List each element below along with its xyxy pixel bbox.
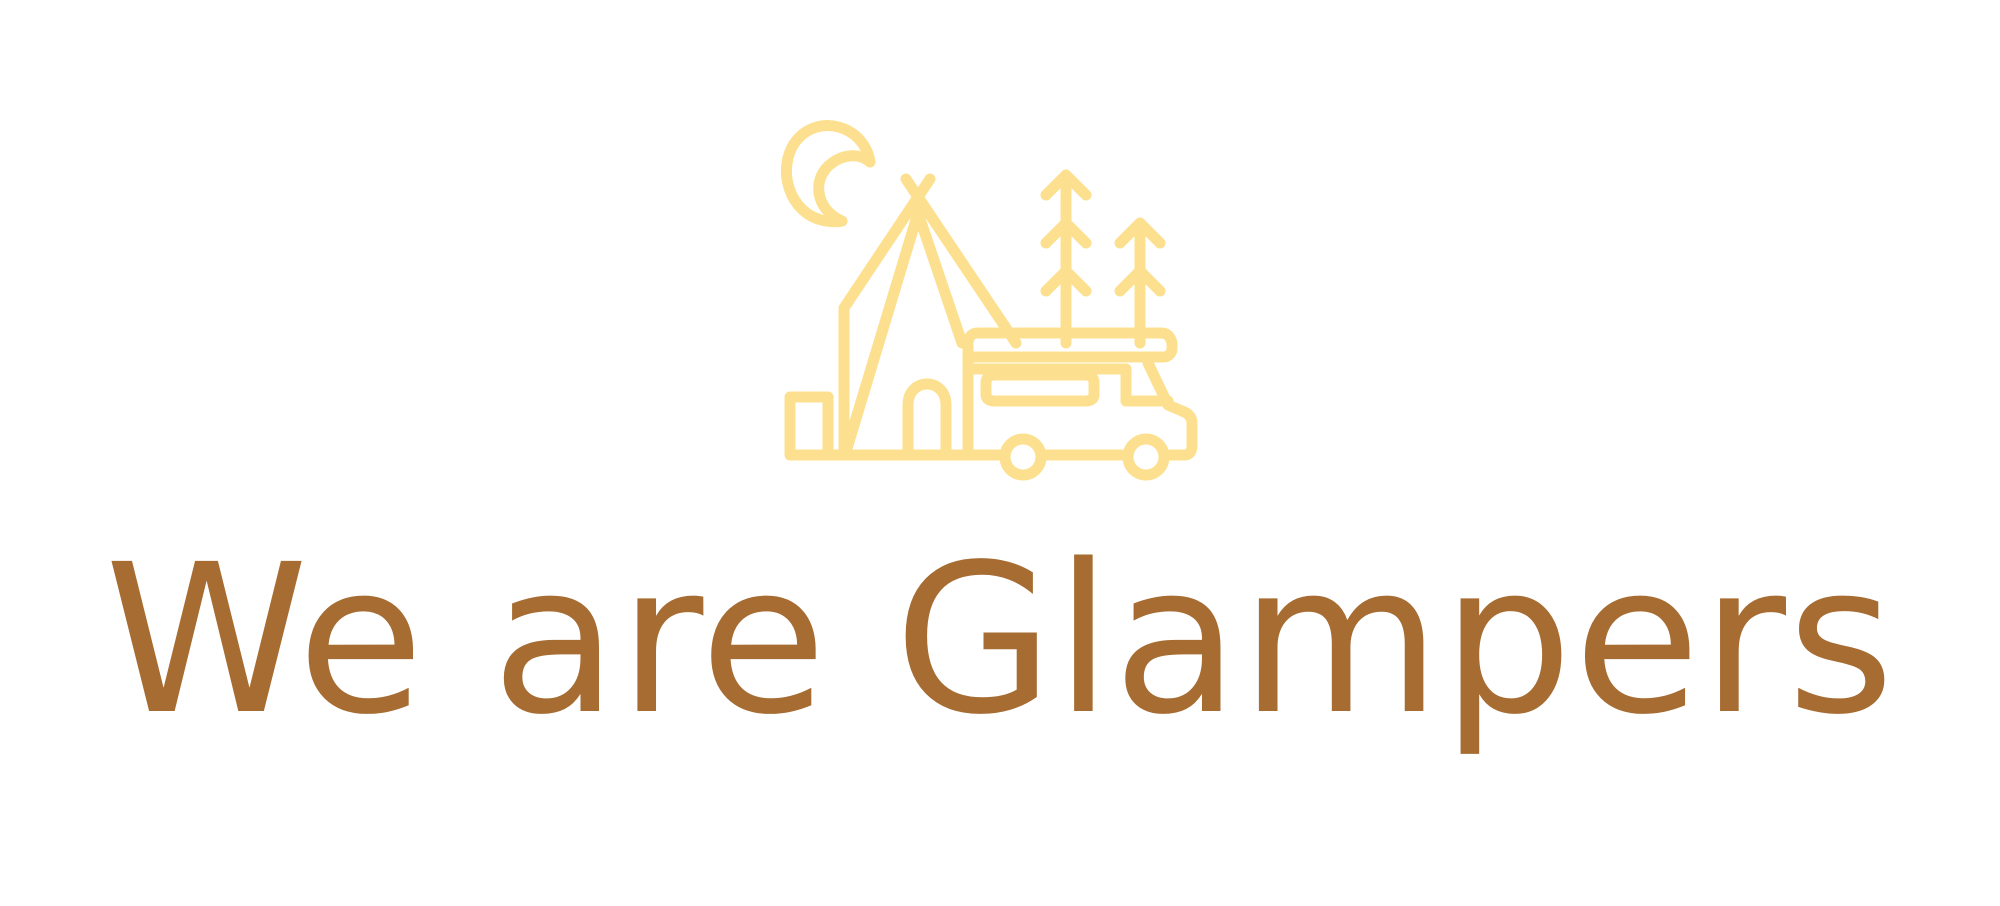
wheel-icon-1 [999, 433, 1047, 481]
glamping-camp-icon [781, 120, 1198, 481]
wheel-icon-2 [1122, 433, 1170, 481]
tree-icon-2 [1114, 217, 1166, 349]
moon-icon [781, 120, 876, 228]
tent-icon [838, 173, 1022, 461]
logo-strokes [781, 120, 1198, 481]
tagline: We are Glampers [104, 520, 1896, 760]
caravan-icon [784, 327, 1198, 461]
tree-icon-1 [1040, 169, 1092, 349]
